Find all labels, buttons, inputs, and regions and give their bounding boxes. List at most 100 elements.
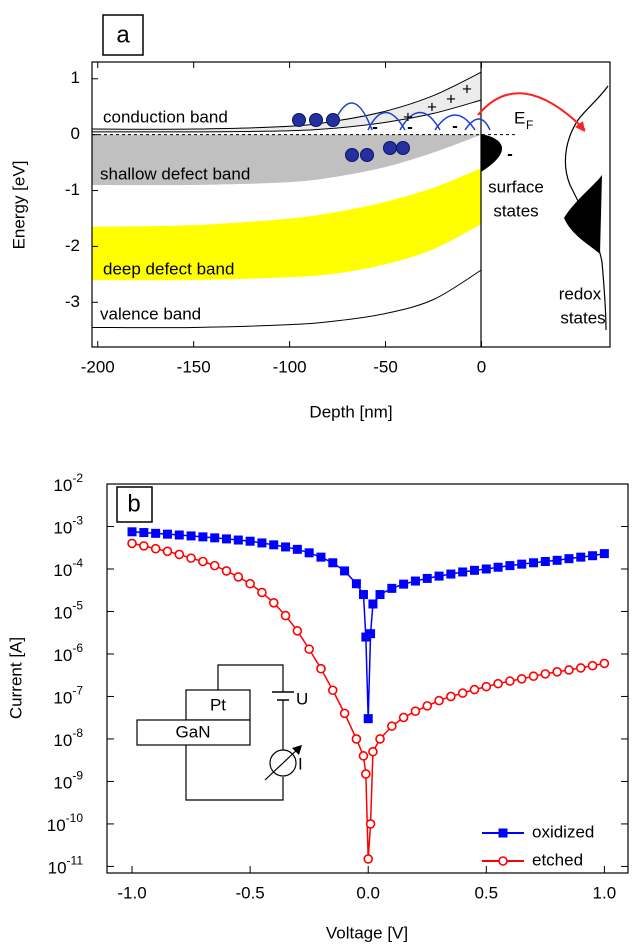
annotation: states bbox=[493, 201, 538, 220]
y-tick-base: 10 bbox=[53, 561, 72, 580]
hop-arrow bbox=[337, 102, 373, 131]
electron bbox=[309, 113, 323, 127]
data-marker bbox=[375, 734, 385, 744]
inset-label: U bbox=[296, 689, 308, 708]
inset-label: Pt bbox=[210, 695, 226, 714]
data-marker bbox=[304, 644, 314, 654]
data-marker bbox=[150, 543, 161, 554]
y-tick-label: 10-2 bbox=[53, 471, 83, 495]
y-tick-base: 10 bbox=[53, 519, 72, 538]
plot-a: conduction band shallow defect band deep d… bbox=[9, 61, 611, 421]
data-marker bbox=[365, 819, 376, 829]
charge-sign: + bbox=[427, 97, 437, 116]
data-marker bbox=[245, 536, 255, 546]
plot-frame bbox=[106, 483, 629, 874]
data-marker bbox=[481, 564, 491, 574]
wire bbox=[185, 664, 284, 801]
x-axis-title: Voltage [V] bbox=[326, 923, 408, 942]
y-tick-label: 10-5 bbox=[53, 599, 83, 623]
y-tick-base: 10 bbox=[53, 476, 72, 495]
data-marker bbox=[575, 663, 586, 673]
y-tick-exponent: -10 bbox=[66, 811, 84, 825]
data-marker bbox=[221, 566, 232, 576]
hop-arrow bbox=[399, 111, 441, 131]
data-marker bbox=[139, 528, 149, 538]
y-tick-label: -1 bbox=[65, 180, 80, 199]
band-label: shallow defect band bbox=[100, 164, 250, 183]
data-marker bbox=[363, 714, 373, 724]
data-marker bbox=[316, 552, 326, 562]
electron bbox=[383, 141, 397, 155]
panel-label-box bbox=[102, 14, 144, 56]
data-marker bbox=[410, 576, 420, 586]
data-marker bbox=[540, 669, 551, 679]
data-marker bbox=[127, 527, 137, 537]
x-tick-label: 1.0 bbox=[593, 883, 617, 902]
inset-circuit: Pt GaN U I bbox=[136, 664, 308, 801]
x-tick-label: 0.0 bbox=[356, 883, 380, 902]
y-tick-exponent: -7 bbox=[72, 684, 83, 698]
x-axis-title: Depth [nm] bbox=[309, 402, 392, 421]
data-marker bbox=[458, 567, 468, 577]
panel-b-layout: b bbox=[116, 486, 153, 523]
y-tick-label: 10-11 bbox=[48, 854, 84, 878]
data-marker bbox=[151, 528, 161, 538]
legend-marker bbox=[498, 856, 508, 866]
data-marker bbox=[576, 552, 586, 562]
data-marker bbox=[186, 531, 196, 541]
data-marker bbox=[210, 533, 220, 543]
data-marker bbox=[174, 549, 185, 560]
y-tick-exponent: -8 bbox=[72, 726, 83, 740]
data-marker bbox=[517, 559, 527, 569]
data-marker bbox=[410, 706, 421, 716]
redox-states bbox=[564, 175, 602, 254]
data-marker bbox=[257, 587, 267, 598]
data-marker bbox=[481, 681, 492, 692]
ammeter-arrowhead bbox=[292, 745, 302, 755]
hop-arrow bbox=[367, 111, 406, 131]
data-marker bbox=[363, 854, 374, 864]
panel-a-layout: a bbox=[102, 14, 144, 56]
data-marker bbox=[361, 769, 371, 779]
data-marker bbox=[599, 549, 609, 559]
y-tick-exponent: -5 bbox=[72, 599, 83, 613]
data-marker bbox=[469, 565, 479, 575]
data-marker bbox=[368, 746, 378, 757]
data-marker bbox=[540, 556, 550, 566]
data-marker bbox=[446, 691, 456, 702]
y-tick-label: 10-9 bbox=[53, 769, 83, 793]
data-marker bbox=[434, 695, 444, 706]
band-edge bbox=[91, 99, 482, 133]
y-tick-exponent: -6 bbox=[72, 641, 83, 655]
band-label: valence band bbox=[100, 304, 201, 323]
data-marker bbox=[281, 542, 291, 552]
y-tick-exponent: -2 bbox=[72, 471, 83, 485]
fermi-label-sub: F bbox=[526, 118, 533, 132]
electron bbox=[292, 113, 306, 127]
data-marker bbox=[222, 534, 232, 544]
gan-layer bbox=[136, 719, 251, 746]
electron bbox=[326, 113, 340, 127]
data-marker bbox=[328, 558, 338, 568]
data-marker bbox=[358, 590, 368, 600]
data-marker bbox=[528, 671, 539, 681]
data-marker bbox=[316, 663, 326, 674]
band-area bbox=[92, 72, 482, 132]
transfer-arrowhead bbox=[575, 121, 585, 132]
y-tick-base: 10 bbox=[53, 646, 72, 665]
data-marker bbox=[340, 566, 350, 576]
data-marker bbox=[198, 532, 208, 542]
data-marker bbox=[233, 572, 244, 582]
band-line bbox=[91, 269, 482, 329]
data-marker bbox=[366, 629, 376, 639]
data-marker bbox=[599, 658, 610, 669]
data-marker bbox=[564, 665, 574, 675]
data-marker bbox=[469, 684, 480, 695]
charge-sign: - bbox=[372, 117, 378, 136]
data-marker bbox=[398, 712, 409, 723]
plot-frame bbox=[91, 61, 611, 348]
data-marker bbox=[457, 688, 468, 698]
data-marker bbox=[162, 529, 172, 539]
y-tick-label: 10-4 bbox=[53, 556, 83, 580]
